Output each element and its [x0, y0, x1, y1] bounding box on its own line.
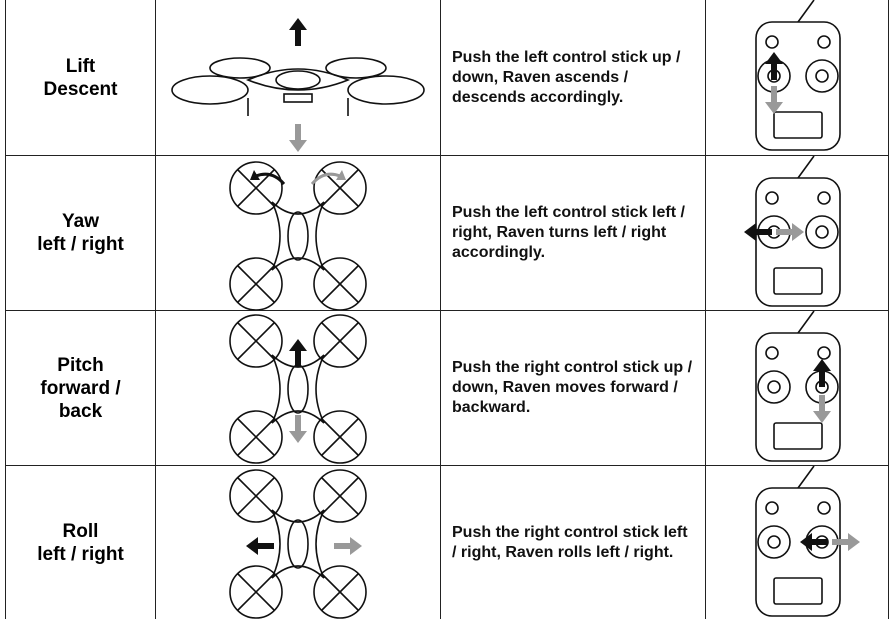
row-label: Roll left / right	[6, 466, 155, 619]
row-description: Push the right control stick left / righ…	[452, 466, 692, 619]
controller-lift-illustration	[755, 0, 841, 151]
label-line: Roll	[62, 520, 99, 542]
label-line: Descent	[43, 78, 118, 100]
label-lines: Roll left / right	[37, 520, 124, 566]
label-lines: Yaw left / right	[37, 210, 124, 256]
drone-pitch-illustration	[229, 314, 367, 464]
description-text: Push the left control stick up / down, R…	[452, 48, 681, 106]
controller-pitch-illustration	[755, 311, 841, 462]
label-lines: Lift Descent	[44, 55, 118, 101]
column-divider	[440, 0, 441, 619]
label-line: Lift	[65, 55, 96, 77]
label-line: Yaw	[62, 211, 99, 232]
drone-roll-illustration	[229, 469, 367, 619]
table-frame	[5, 0, 889, 619]
description-text: Push the left control stick left / right…	[452, 204, 685, 261]
column-divider	[705, 0, 706, 619]
description-text: Push the right control stick left / righ…	[452, 523, 688, 561]
drone-yaw-illustration	[229, 161, 367, 310]
label-lines: Pitch forward / back	[40, 354, 120, 423]
row-description: Push the left control stick left / right…	[452, 156, 692, 310]
label-line: left / right	[37, 543, 124, 565]
label-line: forward /	[40, 377, 121, 399]
description-text: Push the right control stick up / down, …	[452, 359, 693, 416]
column-divider	[155, 0, 156, 619]
drone-lift-illustration	[171, 18, 425, 152]
row-divider	[5, 155, 889, 156]
row-divider	[5, 465, 889, 466]
row-description: Push the right control stick up / down, …	[452, 311, 692, 465]
label-line: left / right	[37, 234, 124, 255]
controller-roll-illustration	[755, 466, 860, 617]
controller-yaw-illustration	[744, 156, 841, 307]
label-line: Pitch	[57, 354, 104, 376]
row-divider	[5, 310, 889, 311]
row-label: Pitch forward / back	[6, 311, 155, 465]
row-label: Lift Descent	[6, 0, 155, 155]
row-description: Push the left control stick up / down, R…	[452, 0, 692, 155]
label-line: back	[58, 400, 103, 422]
row-label: Yaw left / right	[6, 156, 155, 310]
